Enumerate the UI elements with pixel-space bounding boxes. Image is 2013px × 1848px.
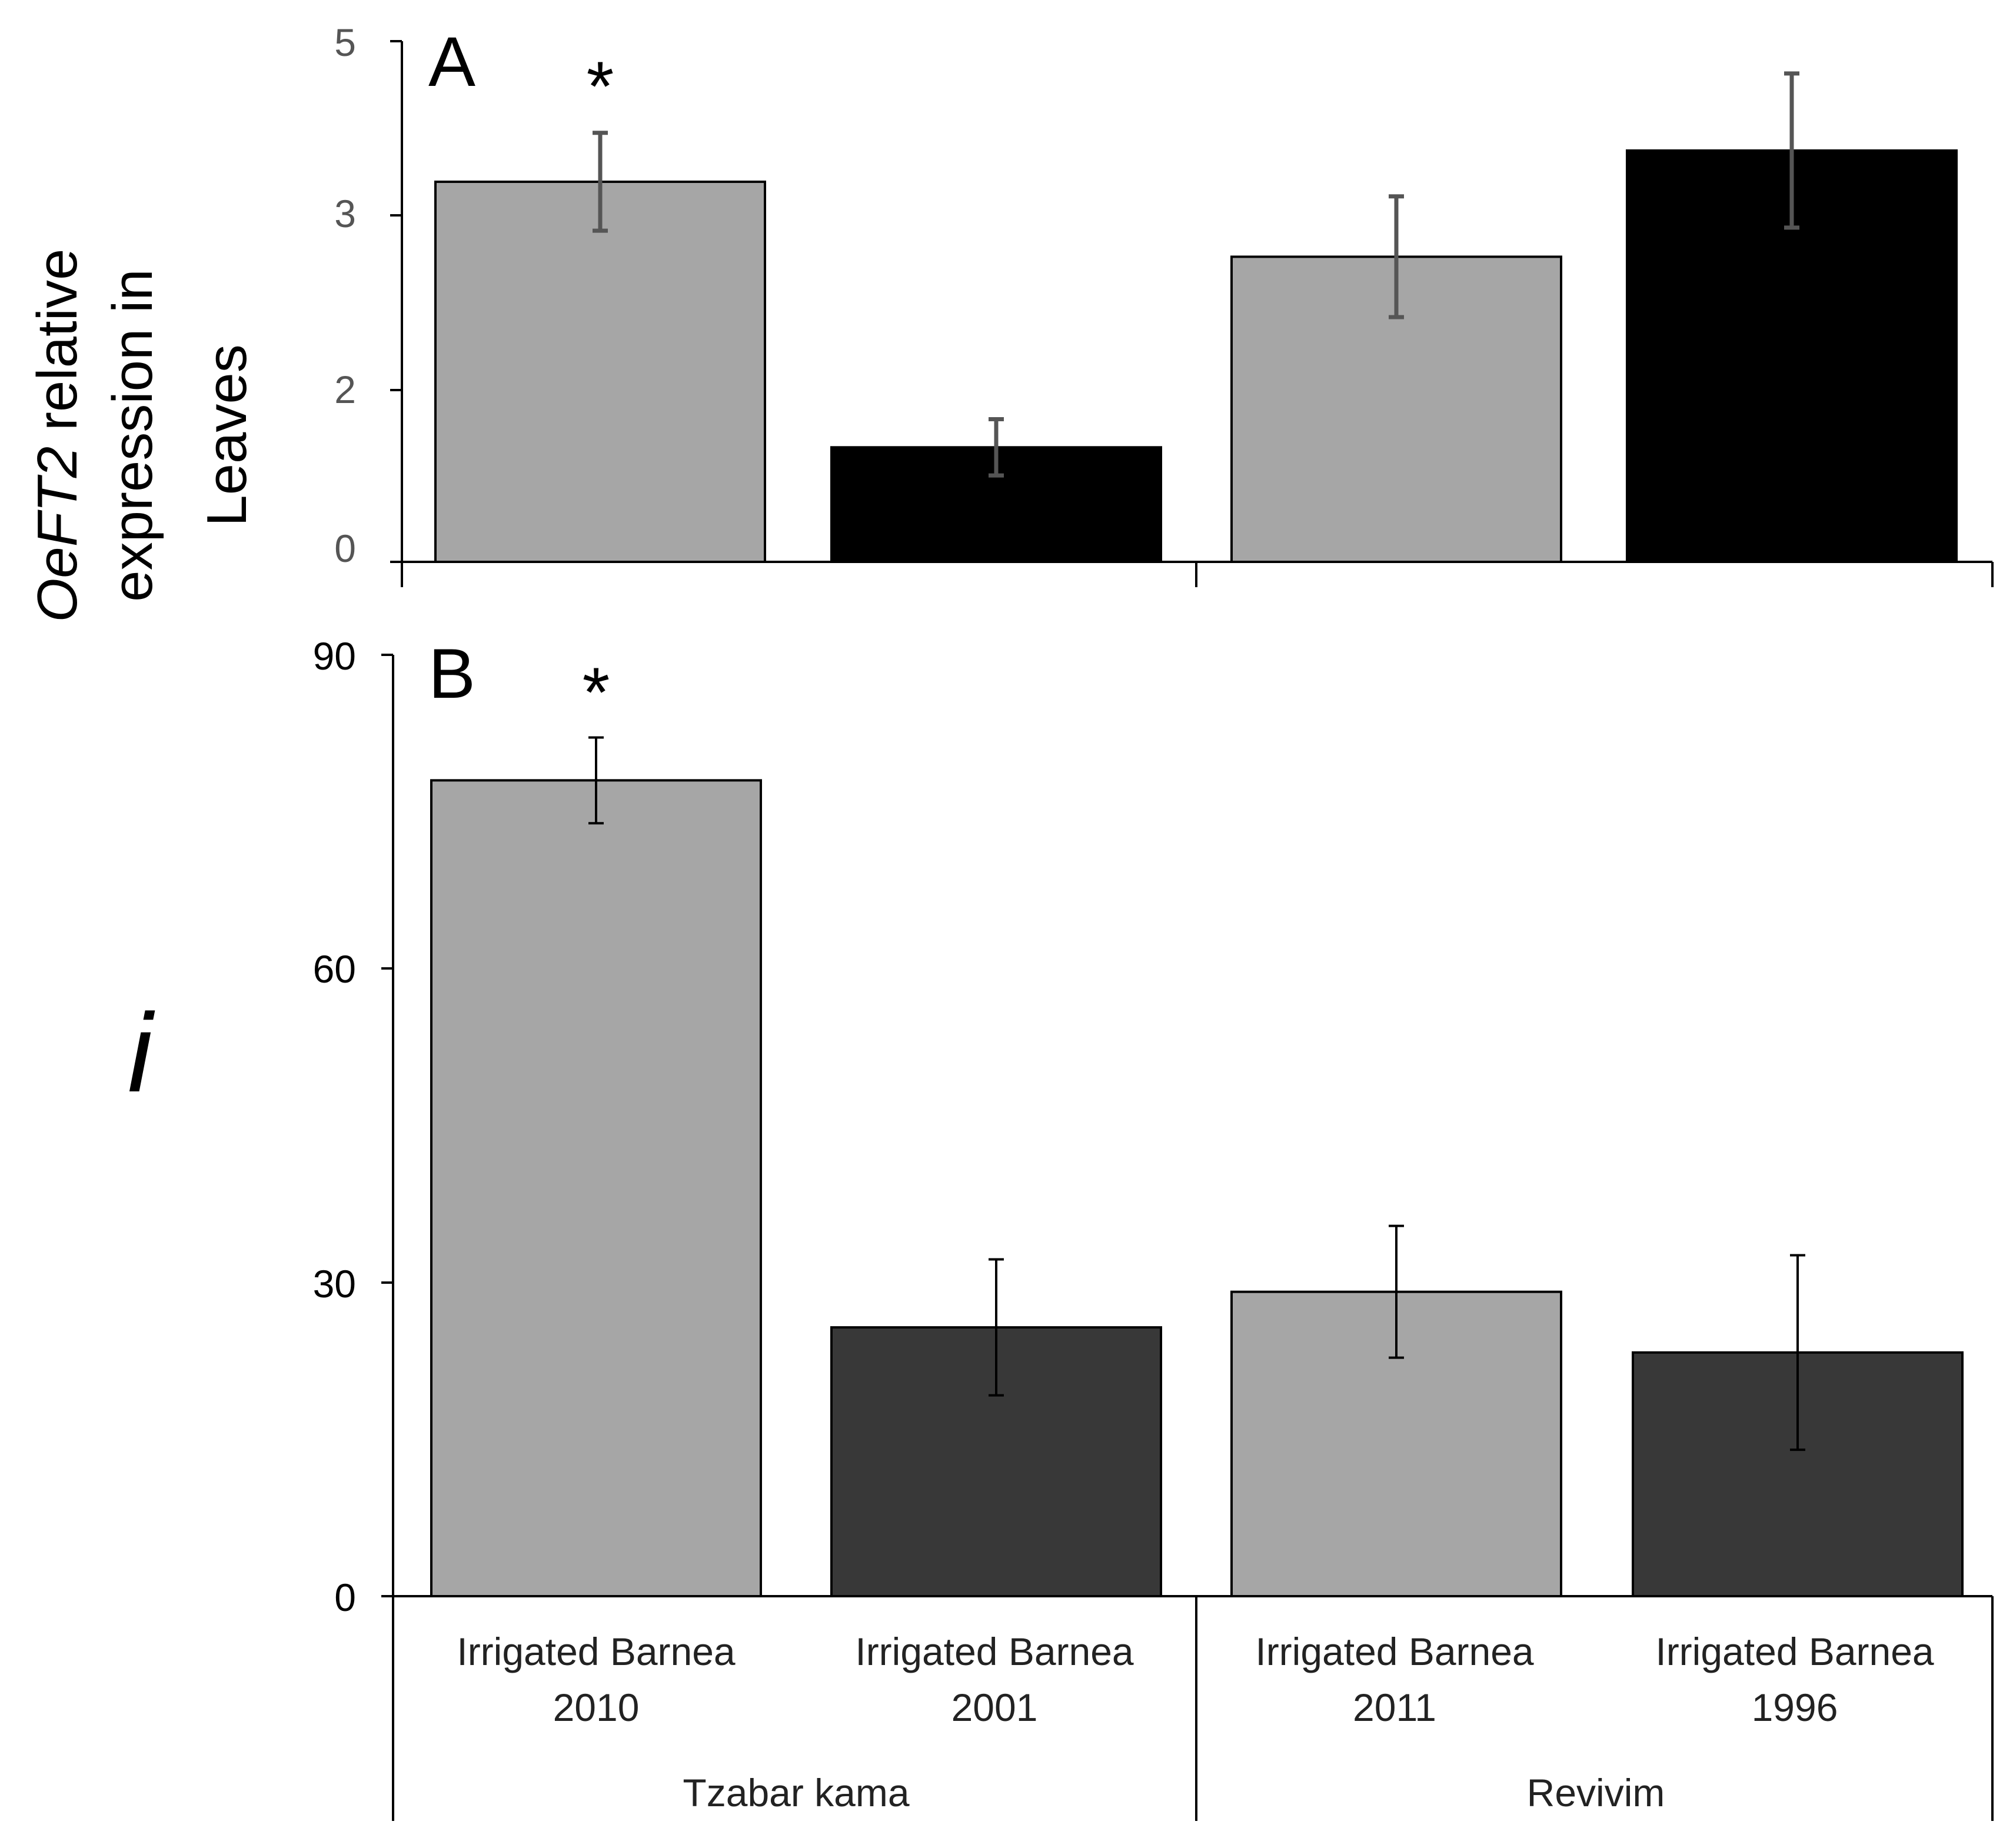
panel-a-y-axis-title: OeFT2 relative expression in Leaves (26, 249, 258, 622)
panel-b-bar (430, 779, 762, 1597)
panel-b-ytick-label: 30 (313, 1262, 356, 1306)
panel-a-y-ticklabels: 0 2 3 5 (334, 21, 356, 570)
panel-a-letter: A (428, 22, 475, 101)
panel-b-axes (381, 654, 1994, 1821)
panel-a-axes (390, 40, 1994, 587)
panel-a-error-bars (593, 71, 1799, 478)
category-label: Irrigated Barnea (1255, 1630, 1534, 1673)
panel-a-bars (434, 149, 1958, 564)
panel-a-ytick-label: 3 (334, 192, 356, 235)
x-group-labels: Tzabar kama Revivim (683, 1771, 1665, 1814)
panel-a-ytick-label: 2 (334, 368, 356, 411)
category-label: Irrigated Barnea (855, 1630, 1134, 1673)
panel-b-y-ticklabels: 0 30 60 90 (313, 634, 356, 1619)
panel-b-ytick-label: 0 (334, 1576, 356, 1619)
panel-b-error-bars (588, 736, 1805, 1451)
panel-b: i 0 30 60 90 B * Irrigated Barnea 2010 I… (128, 634, 1994, 1821)
category-label: Irrigated Barnea (1655, 1630, 1934, 1673)
panel-a-ylabel-line1: OeFT2 relative (26, 249, 89, 622)
panel-a-bar (434, 180, 766, 563)
category-label: 2010 (553, 1686, 640, 1729)
panel-a-ytick-label: 0 (334, 527, 356, 570)
panel-a: OeFT2 relative expression in Leaves 0 2 … (26, 21, 1994, 622)
panel-b-ylabel: i (128, 991, 155, 1116)
group-label-tzabar-kama: Tzabar kama (683, 1771, 909, 1814)
category-label: 1996 (1752, 1686, 1838, 1729)
panel-b-bars (430, 779, 1964, 1598)
panel-a-significance-star: * (587, 47, 614, 126)
category-label: 2001 (951, 1686, 1038, 1729)
panel-a-ylabel-line3: Leaves (195, 344, 258, 527)
panel-b-ytick-label: 90 (313, 634, 356, 678)
panel-a-ylabel-line2: expression in (101, 269, 164, 602)
category-label: 2011 (1353, 1686, 1436, 1729)
panel-b-ytick-label: 60 (313, 947, 356, 991)
panel-a-ytick-label: 5 (334, 21, 356, 64)
panel-b-letter: B (428, 634, 475, 713)
group-label-revivim: Revivim (1527, 1771, 1665, 1814)
x-category-labels: Irrigated Barnea 2010 Irrigated Barnea 2… (457, 1630, 1934, 1729)
category-label: Irrigated Barnea (457, 1630, 736, 1673)
panel-b-significance-star: * (583, 653, 610, 732)
